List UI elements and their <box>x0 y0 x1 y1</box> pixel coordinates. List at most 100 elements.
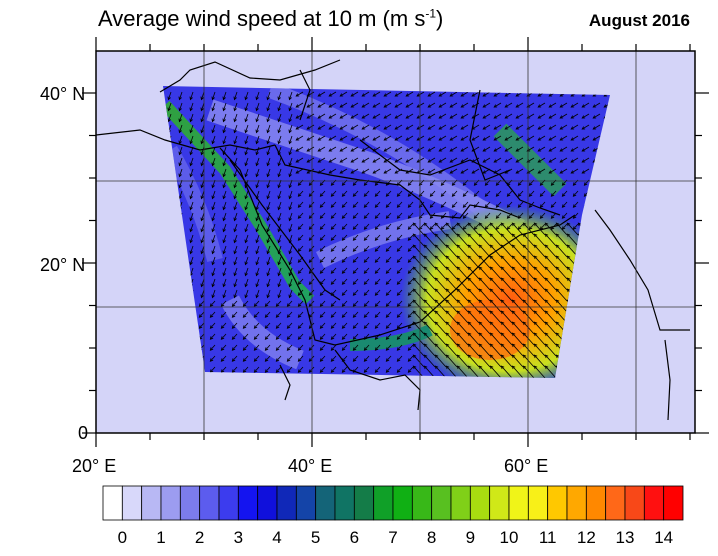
wind-arrow <box>288 135 293 145</box>
wind-arrow <box>220 333 227 340</box>
wind-arrow <box>200 245 205 255</box>
wind-arrow <box>489 277 502 291</box>
wind-arrow <box>222 201 227 211</box>
wind-arrow <box>363 344 370 351</box>
wind-arrow <box>434 255 447 269</box>
colorbar-box <box>469 485 491 521</box>
wind-arrow <box>350 168 359 174</box>
wind-arrow <box>559 113 568 119</box>
wind-arrow <box>255 102 260 112</box>
wind-arrow <box>255 146 260 156</box>
wind-arrow <box>427 113 436 119</box>
wind-arrow <box>581 168 590 174</box>
wind-arrow <box>396 311 403 318</box>
wind-arrow <box>288 289 293 299</box>
wind-arrow <box>297 212 304 219</box>
wind-arrow <box>297 344 304 351</box>
colorbar-label: 11 <box>538 528 557 547</box>
wind-arrow <box>264 333 271 340</box>
wind-arrow <box>449 124 458 130</box>
wind-arrow <box>555 277 568 291</box>
wind-arrow <box>456 321 469 335</box>
wind-arrow <box>328 91 337 97</box>
wind-arrow <box>581 102 590 108</box>
wind-arrow <box>493 124 502 130</box>
colorbar-box <box>179 485 201 521</box>
wind-arrow <box>396 289 403 296</box>
wind-arrow <box>429 201 436 208</box>
wind-arrow <box>319 267 326 274</box>
wind-arrow <box>449 113 458 119</box>
colorbar-label: 3 <box>233 528 244 547</box>
wind-arrow <box>372 168 381 174</box>
wind-arrow <box>222 267 227 277</box>
wind-arrow <box>341 201 348 208</box>
wind-arrow <box>495 212 502 219</box>
wind-arrow <box>445 266 458 280</box>
wind-arrow <box>266 91 271 101</box>
wind-arrow <box>319 322 326 329</box>
wind-arrow <box>537 124 546 130</box>
wind-arrow <box>363 223 370 230</box>
wind-arrow <box>339 146 348 152</box>
wind-arrow <box>244 91 249 101</box>
wind-arrow <box>352 278 359 285</box>
wind-arrow <box>383 146 392 152</box>
wind-arrow <box>341 256 348 263</box>
wind-arrow <box>361 102 370 108</box>
wind-arrow <box>277 91 282 101</box>
wind-arrow <box>533 332 546 346</box>
wind-arrow <box>319 245 326 252</box>
wind-arrow <box>500 354 513 368</box>
wind-arrow <box>456 365 469 378</box>
wind-arrow <box>352 190 359 197</box>
wind-arrow <box>211 212 216 222</box>
wind-arrow <box>286 355 293 362</box>
wind-arrow <box>233 201 238 211</box>
wind-arrow <box>555 288 568 302</box>
wind-arrow <box>522 299 535 313</box>
grid-lines <box>96 51 695 433</box>
wind-arrow <box>253 344 260 351</box>
wind-arrow <box>383 102 392 108</box>
wind-arrow <box>482 146 491 152</box>
wind-arrow <box>511 222 524 236</box>
wind-arrow <box>478 288 491 302</box>
wind-arrow <box>511 277 524 291</box>
axis-ticks <box>82 37 709 447</box>
wind-arrow <box>570 168 579 174</box>
wind-arrow <box>178 168 183 178</box>
wind-arrow <box>412 244 425 258</box>
wind-arrow <box>489 288 502 302</box>
wind-arrow <box>489 222 502 236</box>
colorbar-box <box>527 485 549 521</box>
wind-arrow <box>445 343 458 357</box>
wind-arrow <box>350 157 359 163</box>
wind-arrow <box>438 157 447 163</box>
wind-arrow <box>440 201 447 208</box>
colorbar-box <box>624 485 645 521</box>
wind-arrow <box>306 113 315 119</box>
wind-arrow <box>374 355 381 362</box>
wind-arrow <box>500 288 513 302</box>
wind-arrow <box>330 355 337 362</box>
wind-arrow <box>416 91 425 97</box>
wind-arrow <box>211 190 216 200</box>
wind-arrow <box>405 102 414 108</box>
wind-arrow <box>350 113 359 119</box>
wind-arrow <box>198 311 205 318</box>
wind-arrow <box>286 344 293 351</box>
wind-arrow <box>544 343 557 357</box>
wind-arrow <box>416 124 425 130</box>
wind-arrow <box>255 212 260 222</box>
wind-arrow <box>385 289 392 296</box>
wind-arrow <box>328 157 337 163</box>
wind-arrow <box>449 135 458 141</box>
wind-arrow <box>352 234 359 241</box>
wind-arrow <box>255 245 260 255</box>
wind-arrow <box>306 135 315 141</box>
wind-arrow <box>394 102 403 108</box>
wind-arrow <box>500 255 513 269</box>
wind-arrow <box>266 289 271 299</box>
wind-arrow <box>407 344 414 351</box>
